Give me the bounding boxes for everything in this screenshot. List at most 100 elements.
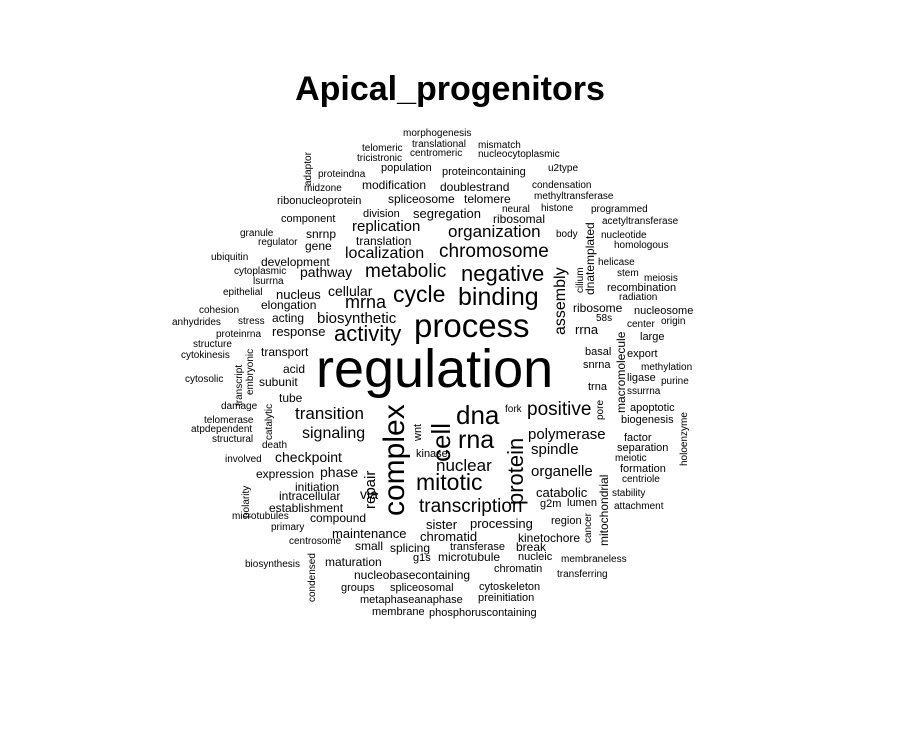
word-g1s: g1s <box>413 552 431 564</box>
word-basal: basal <box>585 346 612 358</box>
word-lsurrna: lsurrna <box>253 276 284 287</box>
word-splicing: splicing <box>390 541 431 555</box>
word-homologous: homologous <box>614 240 669 251</box>
word-catabolic: catabolic <box>536 485 588 500</box>
word-compound: compound <box>310 511 367 525</box>
word-u2type: u2type <box>548 163 579 174</box>
word-cancer: cancer <box>583 512 594 543</box>
word-regulation: regulation <box>316 339 554 399</box>
word-cilium: cilium <box>575 267 586 293</box>
word-via: via <box>360 486 378 502</box>
word-separation: separation <box>617 442 669 454</box>
word-wnt: wnt <box>412 424 424 442</box>
word-microtubules: microtubules <box>232 511 289 522</box>
word-activity: activity <box>334 321 402 346</box>
word-negative: negative <box>461 261 545 286</box>
word-signaling: signaling <box>302 425 366 442</box>
word-snrnp: snrnp <box>306 227 337 241</box>
word-subunit: subunit <box>259 375 298 389</box>
word-structural: structural <box>212 434 254 445</box>
word-maintenance: maintenance <box>332 526 407 541</box>
word-ubiquitin: ubiquitin <box>211 252 249 263</box>
word-holoenzyme: holoenzyme <box>679 412 690 466</box>
word-condensation: condensation <box>532 180 592 191</box>
word-granule: granule <box>240 228 274 239</box>
word-processing: processing <box>470 516 533 531</box>
word-primary: primary <box>271 522 305 533</box>
word-body: body <box>556 229 578 240</box>
word-initiation: initiation <box>295 480 340 494</box>
word-spindle: spindle <box>531 441 579 458</box>
word-ribosome: ribosome <box>573 301 623 315</box>
word-expression: expression <box>256 467 315 481</box>
word-centromeric: centromeric <box>410 148 463 159</box>
word-macromolecule: macromolecule <box>614 331 628 413</box>
word-cytokinesis: cytokinesis <box>181 350 230 361</box>
word-nucleic: nucleic <box>518 551 553 563</box>
word-g2m: g2m <box>540 498 562 510</box>
word-chromatin: chromatin <box>494 563 543 575</box>
word-export: export <box>627 348 658 360</box>
word-origin: origin <box>661 316 686 327</box>
word-transcript: transcript <box>234 364 245 406</box>
word-rrna: rrna <box>575 322 599 337</box>
word-pathway: pathway <box>300 264 353 280</box>
word-protein: protein <box>503 437 528 505</box>
word-programmed: programmed <box>591 204 648 215</box>
word-nucleotide: nucleotide <box>601 230 647 241</box>
word-dna: dna <box>456 400 500 430</box>
word-small: small <box>355 539 384 553</box>
word-large: large <box>640 331 665 343</box>
word-cycle: cycle <box>393 281 446 307</box>
word-metaphaseanaphase: metaphaseanaphase <box>360 594 463 606</box>
word-involved: involved <box>225 454 262 465</box>
word-center: center <box>627 319 655 330</box>
word-cytoskeleton: cytoskeleton <box>479 581 541 593</box>
word-cytosolic: cytosolic <box>185 374 224 385</box>
word-nuclear: nuclear <box>436 456 492 475</box>
word-translational: translational <box>412 139 466 150</box>
word-epithelial: epithelial <box>223 287 263 298</box>
word-58s: 58s <box>596 313 613 324</box>
word-acid: acid <box>283 362 306 376</box>
word-neural: neural <box>502 204 530 215</box>
word-mismatch: mismatch <box>478 140 521 151</box>
word-translation: translation <box>356 234 412 248</box>
word-factor: factor <box>624 432 652 444</box>
word-telomere: telomere <box>464 192 511 206</box>
word-membrane: membrane <box>372 606 425 618</box>
word-establishment: establishment <box>269 501 344 515</box>
word-meiosis: meiosis <box>644 273 678 284</box>
word-transferase: transferase <box>450 541 506 553</box>
word-acetyltransferase: acetyltransferase <box>602 216 679 227</box>
word-nucleus: nucleus <box>276 287 321 302</box>
word-polymerase: polymerase <box>528 426 606 443</box>
word-population: population <box>381 162 432 174</box>
word-transferring: transferring <box>557 569 608 580</box>
word-anhydrides: anhydrides <box>172 317 221 328</box>
word-apoptotic: apoptotic <box>630 402 675 414</box>
word-gene: gene <box>305 239 332 253</box>
word-modification: modification <box>362 178 427 192</box>
word-stress: stress <box>238 316 265 327</box>
word-biosynthesis: biosynthesis <box>245 559 301 570</box>
wordcloud-title: Apical_progenitors <box>295 70 605 108</box>
word-organelle: organelle <box>531 463 593 480</box>
word-stability: stability <box>612 488 646 499</box>
word-nucleosome: nucleosome <box>634 305 694 317</box>
word-transition: transition <box>295 404 364 423</box>
word-division: division <box>363 208 400 220</box>
word-ssurrna: ssurrna <box>627 386 661 397</box>
word-kinase: kinase <box>416 448 448 460</box>
word-nucleobasecontaining: nucleobasecontaining <box>354 568 471 582</box>
word-cytoplasmic: cytoplasmic <box>234 266 287 277</box>
word-helicase: helicase <box>598 257 635 268</box>
word-break: break <box>516 540 547 554</box>
word-elongation: elongation <box>261 298 317 312</box>
word-centrosome: centrosome <box>289 536 342 547</box>
word-process: process <box>414 307 530 344</box>
word-biosynthetic: biosynthetic <box>317 310 397 327</box>
word-telomerase: telomerase <box>204 415 254 426</box>
word-adaptor: adaptor <box>303 151 314 186</box>
